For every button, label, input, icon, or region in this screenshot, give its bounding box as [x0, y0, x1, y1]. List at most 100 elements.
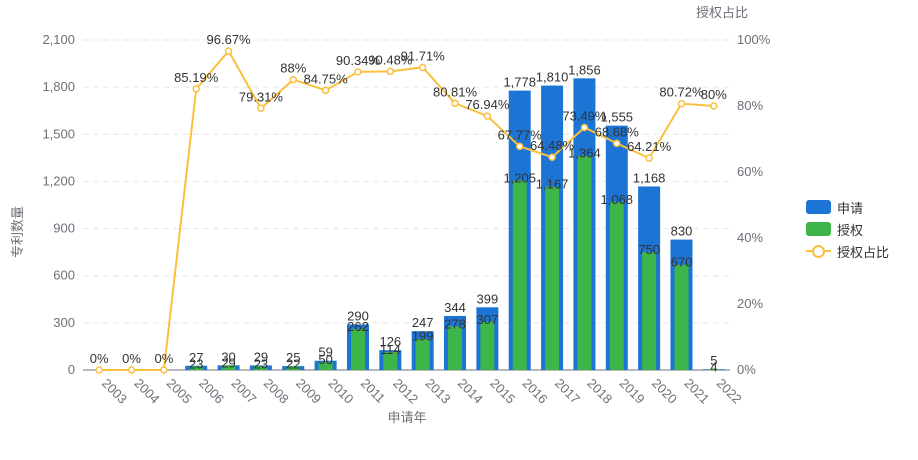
apply-value-label: 126	[379, 334, 401, 349]
x-tick-label: 2004	[131, 376, 162, 407]
apply-value-label: 830	[671, 224, 693, 239]
x-tick-label: 2011	[358, 376, 388, 406]
y-tick-label: 1,500	[42, 126, 75, 141]
ratio-point	[451, 99, 459, 108]
bars	[185, 78, 725, 371]
x-tick-label: 2016	[520, 376, 551, 407]
ratio-value-label: 76.94%	[465, 97, 510, 112]
ratio-point	[386, 67, 395, 76]
y2-tick-label: 20%	[737, 296, 763, 311]
apply-value-label: 5	[710, 353, 717, 368]
ratio-point	[580, 123, 589, 132]
ratio-value-label: 84.75%	[304, 71, 349, 86]
grant-value-label: 22	[286, 357, 300, 372]
grant-value-label: 1,205	[503, 171, 536, 186]
y-axis-title: 专利数量	[10, 206, 25, 258]
x-axis: 2003 2004 2005 2006 2007 2008 2009 2010 2011 2012…	[99, 376, 745, 407]
bar-grant	[577, 155, 592, 370]
y2-axis-title: 授权占比	[696, 5, 748, 20]
legend-swatch-grant	[806, 222, 831, 236]
ratio-line	[95, 47, 718, 374]
ratio-point	[418, 63, 427, 72]
ratio-line-path	[99, 49, 714, 371]
ratio-value-label: 0%	[90, 351, 109, 366]
x-tick-label: 2006	[196, 376, 227, 407]
apply-value-label: 29	[254, 349, 268, 364]
apply-value-label: 30	[221, 349, 235, 364]
ratio-value-label: 90.48%	[368, 52, 413, 67]
x-tick-label: 2010	[326, 376, 357, 407]
ratio-value-label: 0%	[154, 351, 173, 366]
legend-item-grant[interactable]: 授权	[806, 218, 889, 240]
grant-value-label: 199	[412, 329, 434, 344]
bar-grant	[706, 369, 721, 370]
ratio-value-label: 79.31%	[239, 89, 284, 104]
ratio-value-label: 96.67%	[207, 32, 252, 47]
ratio-point	[548, 153, 556, 161]
apply-value-label: 25	[286, 350, 300, 365]
bar-grant	[512, 180, 527, 370]
grant-value-label: 114	[380, 342, 401, 357]
ratio-value-label: 64.21%	[627, 139, 672, 154]
y2-tick-label: 60%	[737, 164, 763, 179]
x-tick-label: 2017	[552, 376, 583, 407]
ratio-point	[483, 112, 492, 120]
legend-item-ratio[interactable]: 授权占比	[806, 240, 889, 262]
ratio-value-label: 68.68%	[595, 124, 640, 139]
x-tick-label: 2005	[164, 376, 195, 407]
legend-swatch-apply	[806, 200, 831, 214]
y-tick-label: 1,800	[42, 79, 75, 94]
grant-value-label: 23	[254, 356, 268, 371]
apply-value-label: 247	[412, 315, 434, 330]
y-axis-right: 0% 20% 40% 60% 80% 100%	[737, 32, 771, 377]
grant-value-label: 50	[318, 352, 332, 367]
ratio-point	[613, 139, 621, 148]
ratio-value-label: 80.72%	[659, 85, 704, 100]
grant-value-label: 1,364	[568, 146, 601, 161]
ratio-value-label: 88%	[280, 61, 306, 76]
ratio-value-label: 67.77%	[498, 127, 543, 142]
y2-tick-label: 100%	[737, 32, 771, 47]
ratio-point	[321, 86, 330, 95]
ratio-point	[192, 85, 200, 93]
bar-grant	[286, 366, 301, 370]
x-axis-title: 申请年	[387, 410, 426, 425]
ratio-value-label: 64.48%	[530, 138, 575, 153]
bar-grant	[448, 326, 463, 370]
legend-item-apply[interactable]: 申请	[806, 196, 889, 218]
apply-value-label: 1,778	[503, 75, 536, 90]
y2-tick-label: 40%	[737, 230, 763, 245]
ratio-point	[354, 68, 362, 76]
ratio-value-label: 91.71%	[401, 48, 446, 63]
x-tick-label: 2021	[681, 376, 712, 407]
bar-grant	[383, 352, 398, 370]
bar-grant	[189, 366, 204, 370]
apply-value-label: 1,555	[601, 110, 634, 125]
ratio-point	[127, 366, 136, 374]
x-tick-label: 2020	[649, 376, 680, 407]
legend-label-ratio: 授权占比	[837, 244, 890, 260]
ratio-point	[515, 142, 524, 151]
x-tick-label: 2018	[584, 376, 615, 407]
grant-value-label: 1,167	[536, 177, 569, 192]
ratio-point	[710, 102, 718, 110]
grant-value-label: 23	[189, 356, 203, 371]
apply-value-label: 1,810	[536, 70, 569, 85]
legend-swatch-ratio	[806, 244, 831, 258]
y2-tick-label: 0%	[737, 362, 756, 377]
bar-grant	[221, 365, 236, 370]
y-tick-label: 2,100	[42, 32, 75, 47]
ratio-value-label: 73.49%	[562, 108, 607, 123]
bar-grant	[642, 252, 657, 370]
grant-value-label: 670	[671, 255, 693, 270]
ratio-point	[257, 104, 265, 113]
bar-grant	[253, 366, 268, 370]
y-tick-label: 1,200	[42, 173, 75, 188]
apply-value-label: 27	[189, 350, 203, 365]
ratio-value-label: 0%	[122, 351, 141, 366]
bar-grant	[545, 186, 560, 370]
x-tick-label: 2013	[423, 376, 454, 407]
x-tick-label: 2003	[99, 376, 130, 407]
apply-value-label: 59	[318, 345, 332, 360]
